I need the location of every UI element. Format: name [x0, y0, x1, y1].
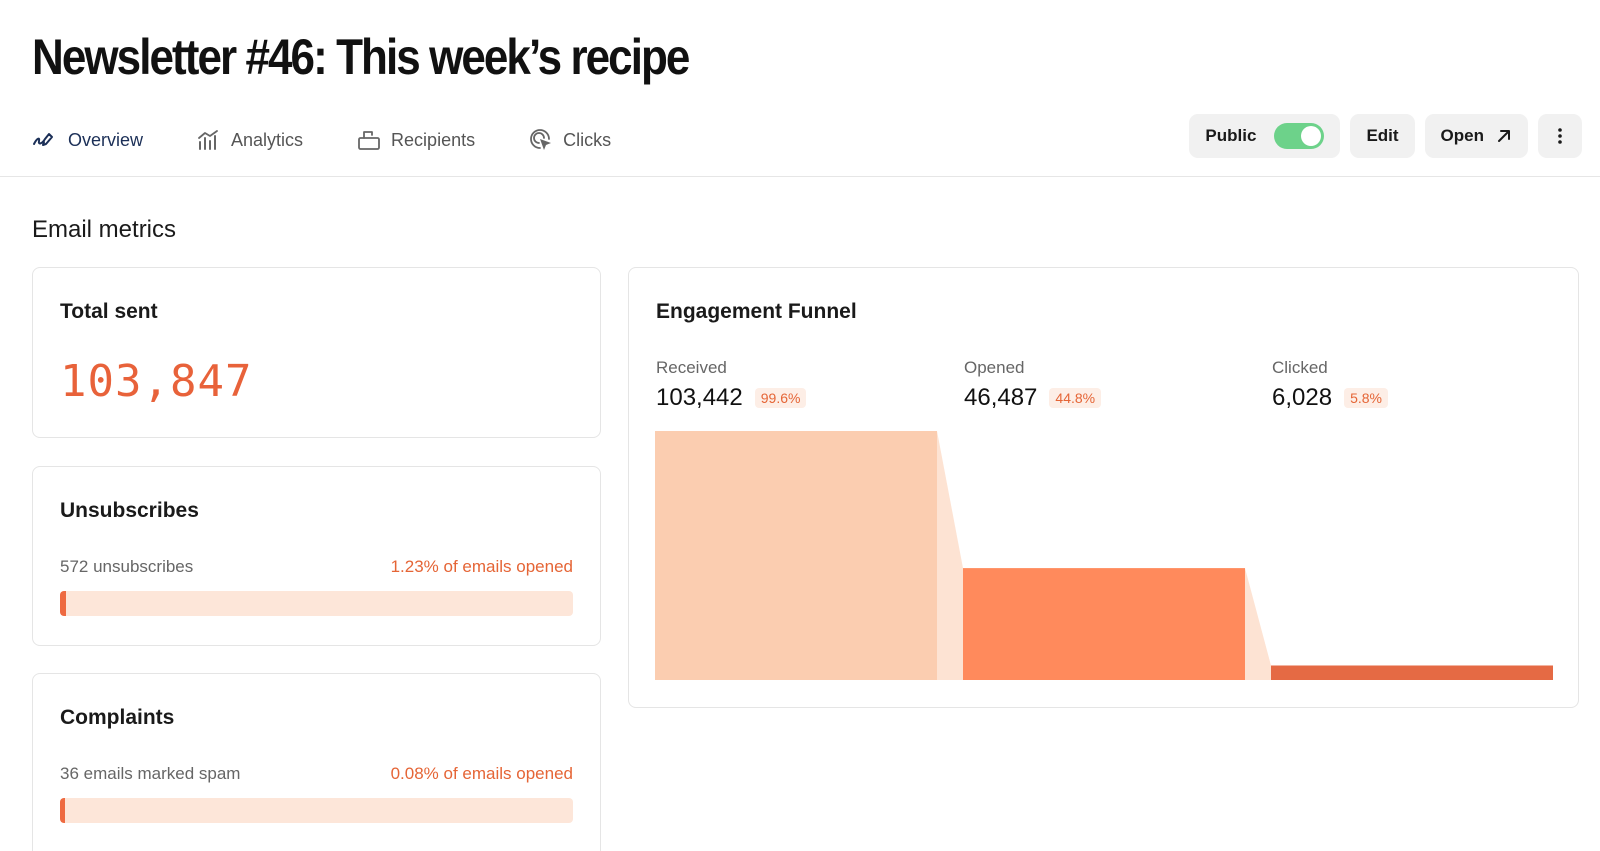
funnel-stage-received: Received 103,442 99.6%: [656, 358, 807, 412]
funnel-stage-pct-badge: 44.8%: [1049, 388, 1102, 408]
tab-clicks[interactable]: Clicks: [529, 128, 611, 152]
tab-overview[interactable]: Overview: [32, 130, 143, 151]
arrow-up-right-icon: [1498, 130, 1510, 142]
complaints-progress-fill: [60, 798, 65, 823]
section-title-email-metrics: Email metrics: [32, 216, 177, 243]
funnel-connector-opened: [1245, 568, 1271, 680]
funnel-bar-clicked[interactable]: [1271, 665, 1553, 680]
funnel-stage-clicked: Clicked 6,028 5.8%: [1272, 358, 1388, 412]
unsubscribes-title: Unsubscribes: [60, 499, 199, 522]
tab-recipients[interactable]: Recipients: [357, 129, 475, 151]
funnel-stage-opened: Opened 46,487 44.8%: [964, 358, 1102, 412]
more-options-button[interactable]: [1538, 114, 1582, 158]
more-vertical-icon: [1558, 128, 1562, 144]
funnel-bar-received[interactable]: [655, 431, 937, 680]
complaints-rate: 0.08% of emails opened: [390, 764, 573, 783]
tab-clicks-label: Clicks: [563, 129, 612, 150]
recipients-icon: [358, 131, 380, 150]
tab-analytics-label: Analytics: [231, 129, 304, 150]
tab-bar: Overview Analytics Recipients Clicks: [32, 128, 665, 152]
edit-button[interactable]: Edit: [1350, 114, 1415, 158]
tab-overview-label: Overview: [68, 129, 144, 150]
clicks-icon: [530, 129, 552, 150]
page-title: Newsletter #46: This week’s recipe: [32, 29, 690, 85]
unsubscribes-card: Unsubscribes 572 unsubscribes 1.23% of e…: [32, 466, 601, 646]
engagement-funnel-chart: [655, 431, 1553, 680]
complaints-progress-bar: [60, 798, 573, 823]
funnel-stage-value: 46,487: [964, 384, 1038, 411]
unsubscribes-stats: 572 unsubscribes 1.23% of emails opened: [60, 557, 573, 577]
funnel-stage-value: 6,028: [1272, 384, 1333, 411]
funnel-stage-label: Clicked: [1272, 358, 1328, 377]
tab-recipients-label: Recipients: [391, 129, 476, 150]
open-label: Open: [1440, 126, 1484, 145]
complaints-title: Complaints: [60, 706, 175, 729]
header-divider: [0, 176, 1600, 177]
funnel-stage-value: 103,442: [656, 384, 743, 411]
public-toggle-button[interactable]: Public: [1189, 114, 1341, 158]
funnel-stage-label: Received: [656, 358, 727, 377]
total-sent-title: Total sent: [60, 300, 158, 323]
total-sent-value: 103,847: [60, 356, 253, 407]
funnel-stage-pct-badge: 99.6%: [754, 388, 807, 408]
complaints-count: 36 emails marked spam: [60, 764, 241, 783]
funnel-title: Engagement Funnel: [656, 300, 857, 323]
edit-label: Edit: [1366, 126, 1399, 145]
header-actions: Public Edit Open: [1189, 114, 1582, 158]
open-button[interactable]: Open: [1424, 114, 1528, 158]
unsubscribes-rate: 1.23% of emails opened: [390, 557, 573, 576]
public-toggle-switch[interactable]: [1274, 123, 1325, 149]
engagement-funnel-card: Engagement Funnel Received 103,442 99.6%…: [628, 267, 1579, 708]
unsubscribes-count: 572 unsubscribes: [60, 557, 194, 576]
overview-icon: [33, 133, 53, 146]
funnel-bar-opened[interactable]: [963, 568, 1245, 680]
funnel-connector-received: [937, 431, 963, 680]
complaints-card: Complaints 36 emails marked spam 0.08% o…: [32, 673, 601, 851]
total-sent-card: Total sent 103,847: [32, 267, 601, 438]
complaints-stats: 36 emails marked spam 0.08% of emails op…: [60, 764, 573, 784]
funnel-stage-label: Opened: [964, 358, 1025, 377]
funnel-stage-pct-badge: 5.8%: [1344, 388, 1388, 408]
public-label: Public: [1205, 126, 1257, 145]
tab-analytics[interactable]: Analytics: [197, 129, 303, 151]
unsubscribes-progress-bar: [60, 591, 573, 616]
unsubscribes-progress-fill: [60, 591, 67, 616]
analytics-icon: [198, 130, 218, 150]
